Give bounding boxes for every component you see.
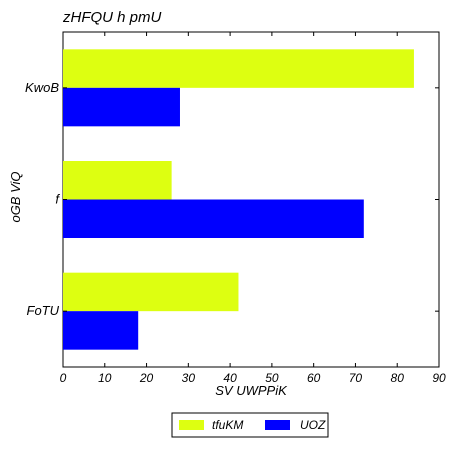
legend-label-tfuKM: tfuKM: [212, 418, 243, 432]
bar-UOZ-FoTU: [63, 311, 138, 350]
x-tick-label-10: 10: [98, 371, 112, 385]
bar-UOZ-f: [63, 200, 364, 239]
y-tick-label-f: f: [55, 192, 60, 207]
x-axis-label: SV UWPPiK: [215, 383, 288, 398]
y-axis-label: oGB ViQ: [8, 171, 23, 222]
bars: [63, 49, 414, 349]
legend-swatch-tfuKM: [179, 420, 204, 430]
x-tick-label-70: 70: [349, 371, 363, 385]
x-tick-label-60: 60: [307, 371, 321, 385]
bar-tfuKM-f: [63, 161, 172, 200]
x-tick-label-30: 30: [182, 371, 196, 385]
bar-tfuKM-FoTU: [63, 273, 238, 312]
bar-UOZ-KwoB: [63, 88, 180, 127]
bar-tfuKM-KwoB: [63, 49, 414, 87]
legend: tfuKM UOZ: [172, 413, 328, 437]
y-tick-label-FoTU: FoTU: [27, 303, 60, 318]
x-tick-label-20: 20: [139, 371, 154, 385]
x-tick-label-0: 0: [60, 371, 67, 385]
legend-swatch-UOZ: [265, 420, 290, 430]
legend-label-UOZ: UOZ: [300, 418, 326, 432]
y-tick-label-KwoB: KwoB: [25, 80, 59, 95]
chart-title: zHFQU h pmU: [62, 9, 162, 26]
x-tick-label-80: 80: [391, 371, 405, 385]
x-tick-label-90: 90: [432, 371, 446, 385]
